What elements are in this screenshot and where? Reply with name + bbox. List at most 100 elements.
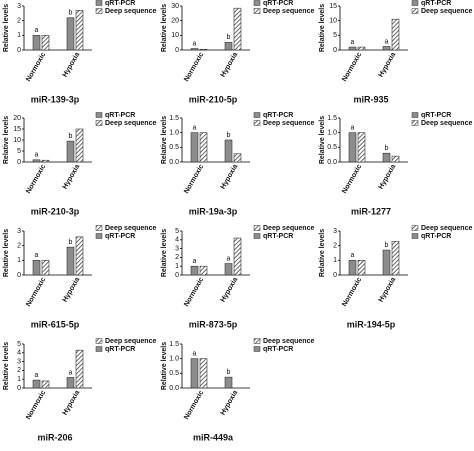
legend-label: qRT-PCR — [421, 112, 451, 119]
bar — [348, 260, 357, 276]
significance-letter: a — [193, 40, 197, 47]
legend-swatch — [253, 112, 261, 118]
bar — [190, 358, 199, 389]
y-tick-label: 3 — [333, 228, 337, 235]
bar — [66, 246, 75, 276]
y-tick-label: 3 — [17, 358, 21, 365]
bar — [190, 48, 199, 51]
legend-label: Deep sequence — [105, 8, 156, 15]
legend-label: qRT-PCR — [105, 233, 135, 240]
legend-label: Deep sequence — [105, 338, 156, 345]
y-tick-label: 1 — [333, 257, 337, 264]
legend-swatch — [411, 233, 419, 239]
y-tick-label: 20 — [171, 18, 179, 25]
legend-swatch — [253, 338, 261, 344]
x-tick-label: Normoxic — [25, 51, 47, 83]
y-tick-label: 2 — [17, 243, 21, 250]
legend-swatch — [253, 0, 261, 6]
significance-letter: b — [227, 369, 231, 376]
y-tick-label: 0 — [17, 385, 21, 392]
legend-label: Deep sequence — [105, 225, 156, 232]
significance-letter: b — [69, 10, 73, 17]
bar — [75, 236, 84, 276]
legend-swatch — [95, 338, 103, 344]
y-tick-label: 10 — [329, 18, 337, 25]
significance-letter: a — [193, 258, 197, 265]
bar — [391, 155, 400, 163]
y-axis-label: Relative levels — [3, 4, 10, 52]
y-tick-label: 0.5 — [327, 144, 337, 151]
y-tick-label: 0 — [333, 47, 337, 54]
y-axis-label: Relative levels — [3, 342, 10, 390]
bar — [75, 10, 84, 51]
chart-title: miR-210-3p — [31, 206, 80, 216]
legend-label: Deep sequence — [263, 8, 314, 15]
legend-label: Deep sequence — [263, 338, 314, 345]
y-tick-label: 1 — [17, 32, 21, 39]
legend-swatch — [253, 233, 261, 239]
x-tick-label: Hypoxia — [62, 51, 82, 78]
significance-letter: b — [227, 132, 231, 139]
chart-panel: 0 1 2 34 5 Relative levels Normoxic Hypoxia Deep… — [3, 338, 157, 443]
y-tick-label: 0 — [333, 272, 337, 279]
bar — [357, 132, 366, 163]
y-tick-label: 3 — [17, 3, 21, 10]
y-axis-label: Relative levels — [161, 116, 168, 164]
legend-label: qRT-PCR — [263, 346, 293, 353]
bar — [348, 132, 357, 163]
significance-letter: a — [351, 39, 355, 46]
y-tick-label: 3 — [17, 228, 21, 235]
y-tick-label: 0.5 — [169, 144, 179, 151]
y-tick-label: 0 — [17, 272, 21, 279]
y-axis-label: Relative levels — [3, 116, 10, 164]
bar — [32, 159, 41, 163]
significance-letter: a — [35, 152, 39, 159]
bar — [32, 260, 41, 276]
legend-label: Deep sequence — [263, 120, 314, 127]
y-tick-label: 0 — [17, 159, 21, 166]
bar — [224, 263, 233, 276]
y-tick-label: 15 — [13, 126, 21, 133]
bar — [41, 380, 50, 389]
x-tick-label: Hypoxia — [62, 389, 82, 416]
y-tick-label: 1.5 — [169, 115, 179, 122]
significance-letter: a — [35, 27, 39, 34]
bar — [75, 349, 84, 389]
significance-letter: b — [227, 34, 231, 41]
y-tick-label: 20 — [13, 115, 21, 122]
y-tick-label: 5 — [17, 148, 21, 155]
y-tick-label: 1.5 — [327, 115, 337, 122]
bar — [224, 42, 233, 51]
significance-letter: a — [193, 125, 197, 132]
legend-swatch — [253, 346, 261, 352]
significance-letter: b — [69, 133, 73, 140]
x-tick-label: Hypoxia — [62, 276, 82, 303]
bar — [41, 35, 50, 51]
legend-label: Deep sequence — [421, 225, 472, 232]
x-tick-label: Normoxic — [183, 163, 205, 195]
x-tick-label: Hypoxia — [378, 163, 398, 190]
legend-swatch — [253, 120, 261, 126]
chart-title: miR-210-5p — [189, 94, 238, 104]
y-axis-label: Relative levels — [319, 4, 326, 52]
legend-label: qRT-PCR — [105, 346, 135, 353]
significance-letter: b — [69, 239, 73, 246]
x-tick-label: Hypoxia — [378, 276, 398, 303]
legend-label: Deep sequence — [263, 225, 314, 232]
y-tick-label: 10 — [171, 32, 179, 39]
x-tick-label: Hypoxia — [220, 389, 240, 416]
bar — [382, 152, 391, 163]
y-tick-label: 1 — [17, 257, 21, 264]
chart-panel: 0 1 2 3 Relative levels Normoxic Hypoxia Deep s… — [319, 225, 473, 330]
bar — [357, 260, 366, 276]
significance-letter: a — [351, 125, 355, 132]
x-tick-label: Normoxic — [25, 163, 47, 195]
chart-title: miR-935 — [353, 94, 388, 104]
significance-letter: a — [69, 369, 73, 376]
y-tick-label: 4 — [17, 350, 21, 357]
